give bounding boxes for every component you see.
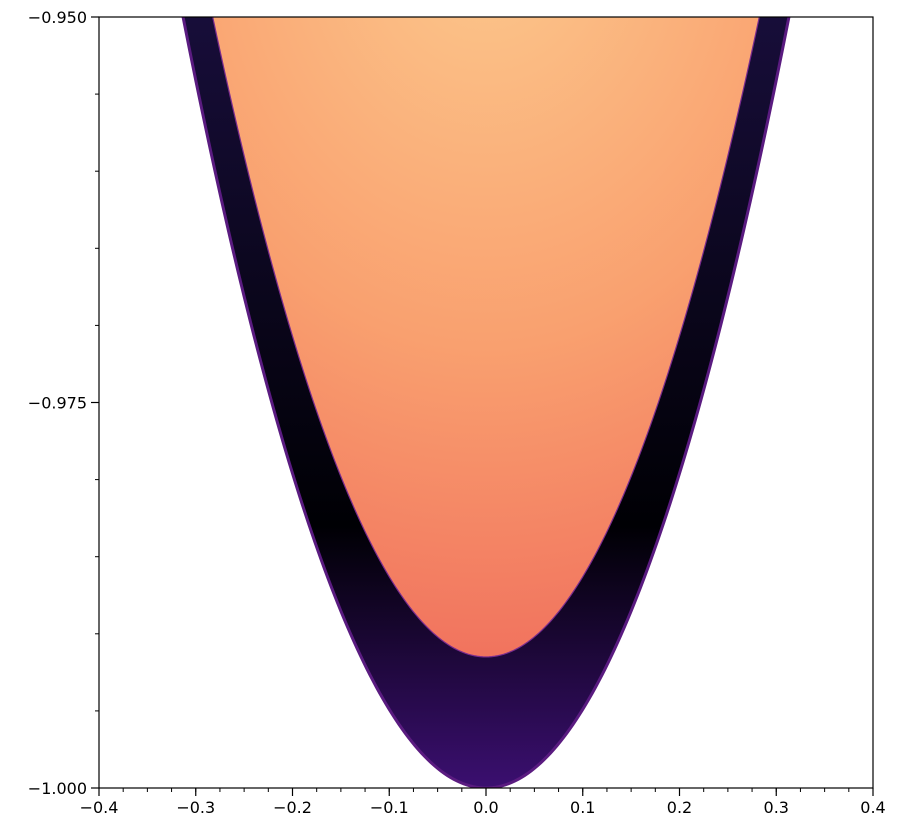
x-tick-label: 0.0 [473,798,498,817]
x-tick-label: −0.2 [273,798,312,817]
x-tick-label: 0.3 [764,798,789,817]
y-tick-label: −0.950 [28,8,87,27]
x-tick-label: 0.2 [667,798,692,817]
x-tick-label: −0.3 [176,798,215,817]
inner-bright-region [212,17,760,658]
x-tick-label: 0.1 [570,798,595,817]
y-tick-label: −1.000 [28,779,87,798]
x-tick-label: −0.1 [370,798,409,817]
y-tick-label: −0.975 [28,394,87,413]
plot-area [181,17,791,788]
x-tick-label: 0.4 [860,798,885,817]
x-tick-label: −0.4 [80,798,119,817]
y-axis: −1.000 −0.975 −0.950 [28,8,99,798]
x-axis: −0.4 −0.3 −0.2 −0.1 0.0 0.1 0.2 0.3 0.4 [80,788,886,817]
